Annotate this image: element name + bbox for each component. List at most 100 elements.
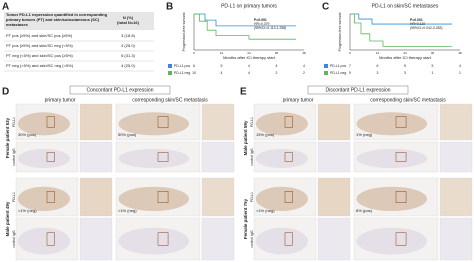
expression-value: 1% (neg) xyxy=(356,132,373,137)
patient-label: Female patient 75y xyxy=(243,198,248,239)
at-risk: 10 xyxy=(192,71,196,75)
axes xyxy=(193,14,304,51)
zoom-image xyxy=(317,217,351,261)
panel-label: B xyxy=(166,2,173,13)
at-risk: 4 xyxy=(303,64,305,68)
x-tick-label: 48 xyxy=(458,51,462,55)
y-axis-label: Progression-free survival xyxy=(182,12,186,51)
header-line: N (%) xyxy=(123,15,134,20)
row-label: PD-L1 xyxy=(12,117,16,127)
tissue-section xyxy=(255,227,308,255)
header-line: metastases xyxy=(6,22,29,27)
at-risk: 6 xyxy=(193,64,195,68)
group-name: PD-L1 neg xyxy=(174,71,190,75)
row-label: PD-L1 xyxy=(250,192,254,202)
zoom-box xyxy=(284,152,293,162)
survival-curve xyxy=(194,13,296,40)
expression-value: <1% (neg) xyxy=(256,208,275,213)
row-label: PD-L1 xyxy=(250,117,254,127)
group-name: PD-L1 pos xyxy=(330,64,346,68)
zoom-image xyxy=(79,141,113,173)
zoom-image xyxy=(439,103,473,141)
patient-label: Male patient 49y xyxy=(5,201,10,236)
zoom-box xyxy=(46,152,55,162)
tissue-section xyxy=(118,227,190,255)
table-cell: PT neg (<5%) and skin/SC neg (<5%) xyxy=(6,63,74,68)
x-tick-label: 36 xyxy=(275,51,279,55)
y-axis-label: Progression-free survival xyxy=(338,12,342,51)
zoom-box xyxy=(46,232,55,246)
panel-label: D xyxy=(2,87,9,98)
table-cell: 4 (25.0) xyxy=(121,43,135,48)
statistic: P=0.091 xyxy=(254,18,267,22)
at-risk: 5 xyxy=(221,64,223,68)
table-header: Tumor PD-L1 expression quantified in cor… xyxy=(6,12,108,27)
legend-swatch xyxy=(168,64,172,68)
panel-label: A xyxy=(2,2,9,13)
survival-curve xyxy=(350,13,452,25)
table-header-bg xyxy=(4,12,154,30)
zoom-box xyxy=(157,232,169,246)
zoom-image xyxy=(79,103,113,141)
at-risk: 4 xyxy=(276,64,278,68)
zoom-image xyxy=(317,103,351,141)
panel-label: C xyxy=(322,2,329,13)
zoom-box xyxy=(46,116,55,128)
group-name: PD-L1 neg xyxy=(330,71,346,75)
legend-swatch xyxy=(168,71,172,75)
at-risk: 1 xyxy=(459,71,461,75)
table-cell: PT pos (≥5%) and skin/SC pos (≥5%) xyxy=(6,33,73,38)
x-tick-label: 48 xyxy=(302,51,306,55)
zoom-box xyxy=(284,191,293,203)
x-axis-label: Months after ICI therapy start xyxy=(379,55,432,60)
zoom-box xyxy=(284,116,293,128)
header-line: (total N=16) xyxy=(117,20,140,25)
panel-label: E xyxy=(240,87,247,98)
zoom-box xyxy=(157,116,169,128)
at-risk: 3 xyxy=(377,71,379,75)
row-label: control IgG xyxy=(12,148,16,165)
statistic: P=0.001 xyxy=(410,18,423,22)
table-header: N (%) (total N=16) xyxy=(117,15,140,25)
x-tick-label: 24 xyxy=(247,51,251,55)
column-heading: primary tumor xyxy=(283,97,314,103)
column-heading: primary tumor xyxy=(45,97,76,103)
at-risk: 5 xyxy=(404,64,406,68)
tissue-section xyxy=(255,112,308,136)
row-label: control IgG xyxy=(250,230,254,247)
at-risk: 9 xyxy=(349,71,351,75)
tissue-section xyxy=(17,148,70,169)
zoom-box xyxy=(157,191,169,203)
legend-swatch xyxy=(324,71,328,75)
statistic: HR=0.379 xyxy=(254,22,269,26)
survival-curve xyxy=(194,13,296,27)
row-label: PD-L1 xyxy=(12,192,16,202)
header-line: primary tumors (PT) and skin/subcutaneou… xyxy=(6,17,100,22)
row-label: control IgG xyxy=(12,230,16,247)
at-risk: 7 xyxy=(349,64,351,68)
zoom-box xyxy=(395,152,407,162)
tissue-section xyxy=(356,148,428,169)
x-tick-label: 12 xyxy=(376,51,380,55)
zoom-image xyxy=(439,177,473,217)
x-tick-label: 0 xyxy=(349,51,351,55)
tissue-section xyxy=(17,112,70,136)
zoom-image xyxy=(201,141,235,173)
zoom-image xyxy=(201,177,235,217)
table-cell: 4 (25.0) xyxy=(121,63,135,68)
zoom-box xyxy=(157,152,169,162)
at-risk: 2 xyxy=(276,71,278,75)
tissue-section xyxy=(118,148,190,169)
statistic: (95%CI=0.113-1.258) xyxy=(254,26,286,30)
zoom-box xyxy=(46,191,55,203)
tissue-section xyxy=(17,227,70,255)
x-tick-label: 0 xyxy=(193,51,195,55)
zoom-box xyxy=(395,232,407,246)
expression-value: 8% (pos) xyxy=(356,208,373,213)
table-cell: PT pos (≥5%) and skin/SC neg (<5%) xyxy=(6,43,73,48)
table-cell: PT neg (<5%) and skin/SC pos (≥5%) xyxy=(6,53,73,58)
x-tick-label: 12 xyxy=(220,51,224,55)
heading-box xyxy=(69,85,171,95)
tissue-section xyxy=(255,148,308,169)
